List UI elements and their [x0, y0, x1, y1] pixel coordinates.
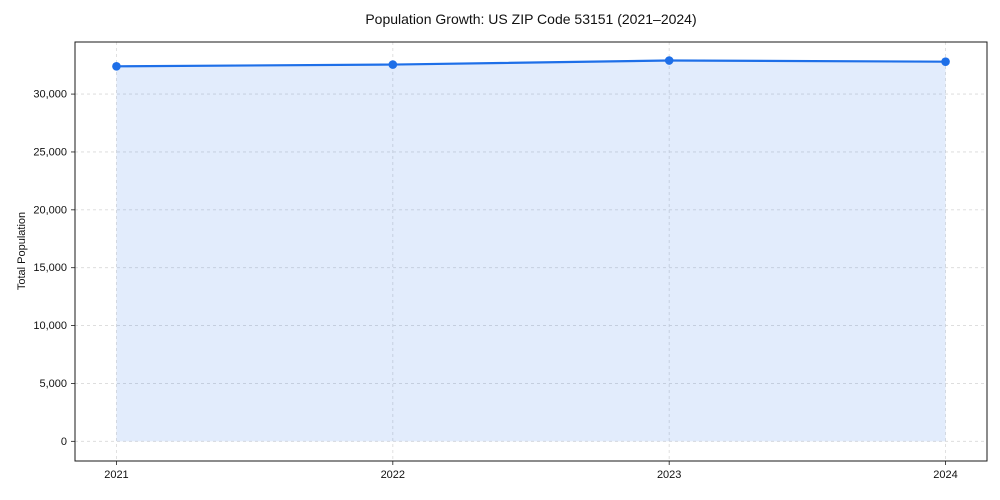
data-point-2021: [112, 62, 121, 71]
y-tick-label: 0: [61, 436, 67, 448]
y-tick-label: 30,000: [33, 89, 67, 101]
y-tick-label: 5,000: [39, 378, 67, 390]
y-tick-label: 10,000: [33, 320, 67, 332]
y-tick-label: 20,000: [33, 204, 67, 216]
x-tick-label: 2023: [657, 469, 681, 481]
data-point-2024: [941, 57, 950, 66]
y-tick-label: 25,000: [33, 146, 67, 158]
data-point-2022: [388, 60, 398, 69]
y-tick-label: 15,000: [33, 262, 67, 274]
trend-line: [115, 59, 947, 68]
x-tick-label: 2022: [381, 469, 405, 481]
area-fill: [116, 60, 946, 442]
chart-title: Population Growth: US ZIP Code 53151 (20…: [365, 11, 697, 27]
x-tick-label: 2024: [933, 469, 957, 481]
x-tick-label: 2021: [104, 469, 128, 481]
data-point-2023: [664, 56, 674, 65]
plot-border: [74, 41, 988, 462]
